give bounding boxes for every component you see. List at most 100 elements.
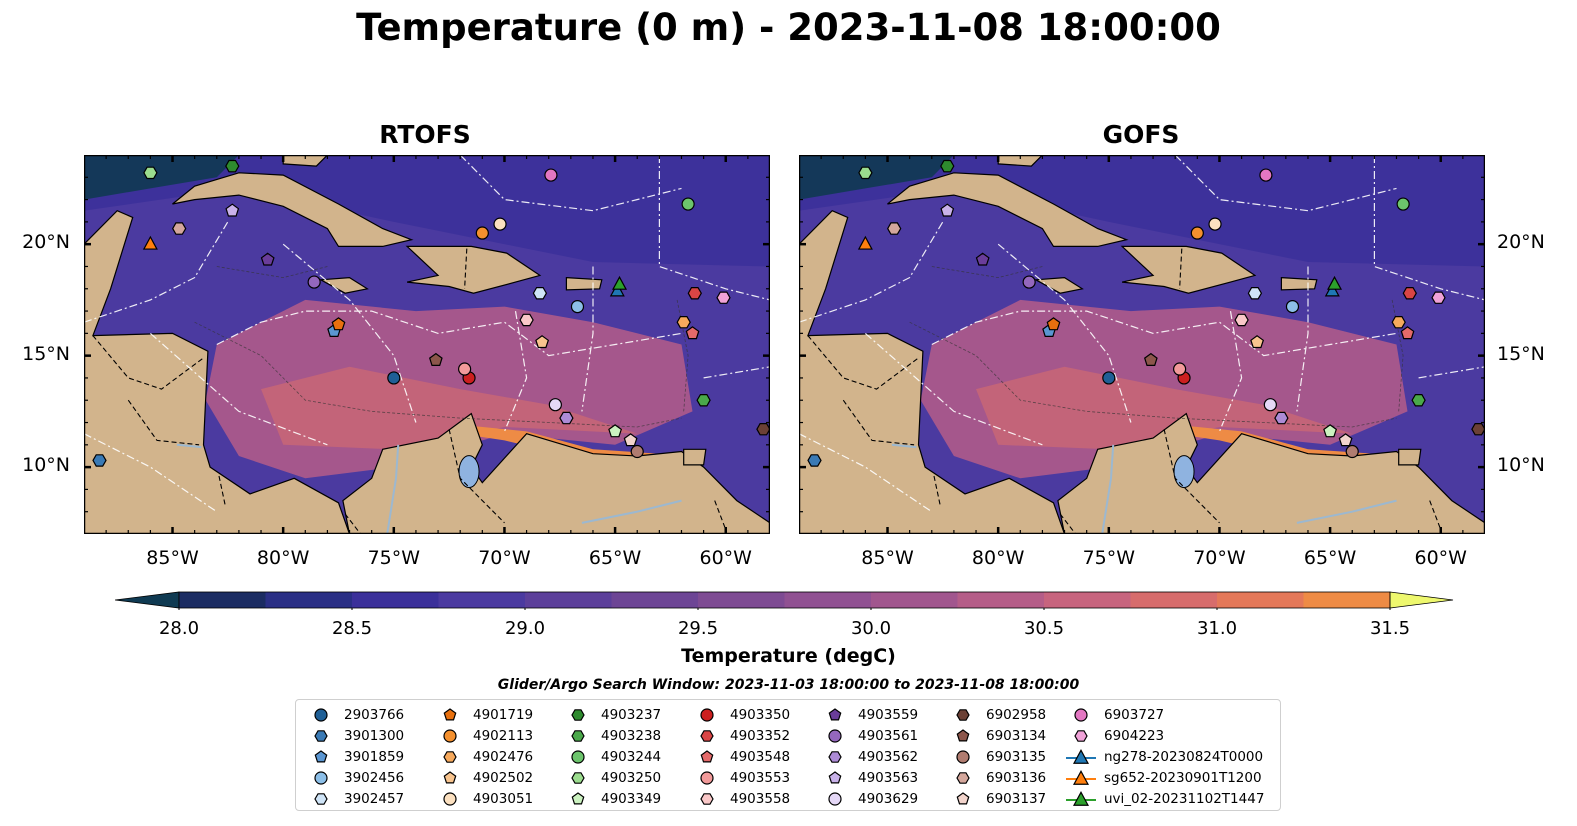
legend-label: sg652-20230901T1200 <box>1104 769 1262 786</box>
legend-shape <box>828 729 842 743</box>
marker-4903561 <box>307 275 321 289</box>
legend-marker-hexagon <box>700 792 714 805</box>
legend-item: 4903250 <box>563 767 661 788</box>
temperature-field-warm-core <box>976 366 1353 450</box>
platform-markers <box>92 159 770 467</box>
marker-4903238 <box>1411 394 1426 407</box>
legend-item: 6902958 <box>948 705 1046 726</box>
marker-uvi_02-20231102T1447 <box>612 275 628 290</box>
lat-tick-label-right: 15°N <box>1497 342 1545 365</box>
legend-shape <box>443 708 457 721</box>
marker-6903136 <box>172 222 187 235</box>
lon-tick-label: 75°W <box>1082 547 1136 569</box>
legend-shape <box>828 771 842 784</box>
legend-item: 6904223 <box>1066 726 1264 747</box>
contour-line <box>216 266 328 279</box>
eez-line <box>931 310 1397 357</box>
marker-3902457 <box>1247 287 1263 300</box>
platform-markers <box>807 159 1485 467</box>
legend-marker-circle <box>828 791 842 806</box>
border-line <box>1429 500 1442 530</box>
legend-marker-pentagon <box>571 791 585 805</box>
legend-label: 4903629 <box>858 790 919 807</box>
marker-6904223 <box>1431 291 1446 304</box>
lat-tick-label-left: 15°N <box>22 342 70 365</box>
legend-item: 4903561 <box>820 726 918 747</box>
colorbar-tick-label: 31.5 <box>1369 618 1411 639</box>
marker-4903352 <box>1402 287 1417 300</box>
marker-6903134 <box>1143 352 1158 366</box>
legend-shape <box>571 750 585 764</box>
colorbar-bin <box>1303 592 1391 608</box>
colorbar-bin <box>525 592 612 608</box>
legend-marker-circle <box>1074 708 1088 722</box>
legend-triangle <box>1072 749 1090 764</box>
legend-shape <box>828 751 842 763</box>
legend-shape <box>571 771 585 784</box>
legend-shape <box>314 771 328 785</box>
land-central-america <box>84 209 351 534</box>
eez-line <box>459 155 682 212</box>
map-panel-rtofs <box>84 155 770 534</box>
eez-line <box>865 332 1043 446</box>
legend-marker-pentagon <box>828 771 842 784</box>
rivers <box>176 443 682 534</box>
border-line <box>127 399 200 446</box>
temperature-field-warm-core <box>261 366 638 450</box>
map-frame <box>84 155 770 534</box>
land-hispaniola <box>1120 245 1257 294</box>
legend-marker-pentagon <box>314 750 328 763</box>
lon-tick-label: 70°W <box>478 547 531 569</box>
marker-4903548 <box>685 326 700 340</box>
marker-4902476 <box>1391 316 1406 329</box>
eez-line <box>1296 266 1309 412</box>
colorbar-label: Temperature (degC) <box>681 645 896 667</box>
lon-tick-label: 80°W <box>971 547 1025 569</box>
colorbar <box>115 591 1454 610</box>
land-cuba <box>887 172 1129 248</box>
eez-line <box>1174 155 1397 212</box>
river-line <box>176 443 202 449</box>
contour-line <box>931 266 1043 279</box>
border-line <box>1163 429 1220 524</box>
map-panel-gofs <box>799 155 1485 534</box>
lon-tick-label: 85°W <box>146 547 199 569</box>
country-borders <box>807 248 1442 534</box>
colorbar-tick-label: 28.5 <box>331 618 373 639</box>
legend-label: 4903548 <box>730 748 791 765</box>
legend-marker-pentagon <box>956 791 970 805</box>
marker-6903727 <box>1259 168 1273 182</box>
lon-tick-label: 65°W <box>1303 547 1357 569</box>
eez-boundaries <box>84 155 770 513</box>
temperature-field-gulf <box>84 155 239 200</box>
marker-ng278-20230824T0000 <box>1324 282 1340 297</box>
lon-tick-label: 80°W <box>256 547 310 569</box>
legend-shape <box>443 729 457 743</box>
marker-4903558 <box>519 313 534 327</box>
marker-4903051 <box>1208 217 1222 231</box>
eez-line <box>581 266 594 412</box>
marker-4903244 <box>1396 197 1410 211</box>
legend-label: 4903561 <box>858 728 919 745</box>
eez-line <box>703 366 770 379</box>
legend-shape <box>443 791 457 806</box>
colorbar-bin <box>871 592 958 608</box>
colorbar-extend-high <box>1389 591 1454 609</box>
colorbar-bin <box>611 592 699 608</box>
legend-shape <box>571 791 585 805</box>
eez-line <box>1373 155 1485 301</box>
marker-4902476 <box>676 316 691 329</box>
temperature-field-coastal <box>1175 424 1419 461</box>
legend-shape <box>443 771 457 784</box>
legend-item: 4902476 <box>435 747 533 768</box>
land-masses <box>799 155 1485 534</box>
border-line <box>448 429 505 524</box>
marker-sg652-20230901T1200 <box>857 235 873 250</box>
eez-line <box>84 221 229 323</box>
legend-shape <box>314 730 328 742</box>
marker-3902456 <box>1285 300 1300 314</box>
marker-4903559 <box>260 252 275 266</box>
legend-marker-hexagon <box>828 751 842 763</box>
contour-line <box>676 299 689 412</box>
legend-marker-circle <box>314 708 328 722</box>
